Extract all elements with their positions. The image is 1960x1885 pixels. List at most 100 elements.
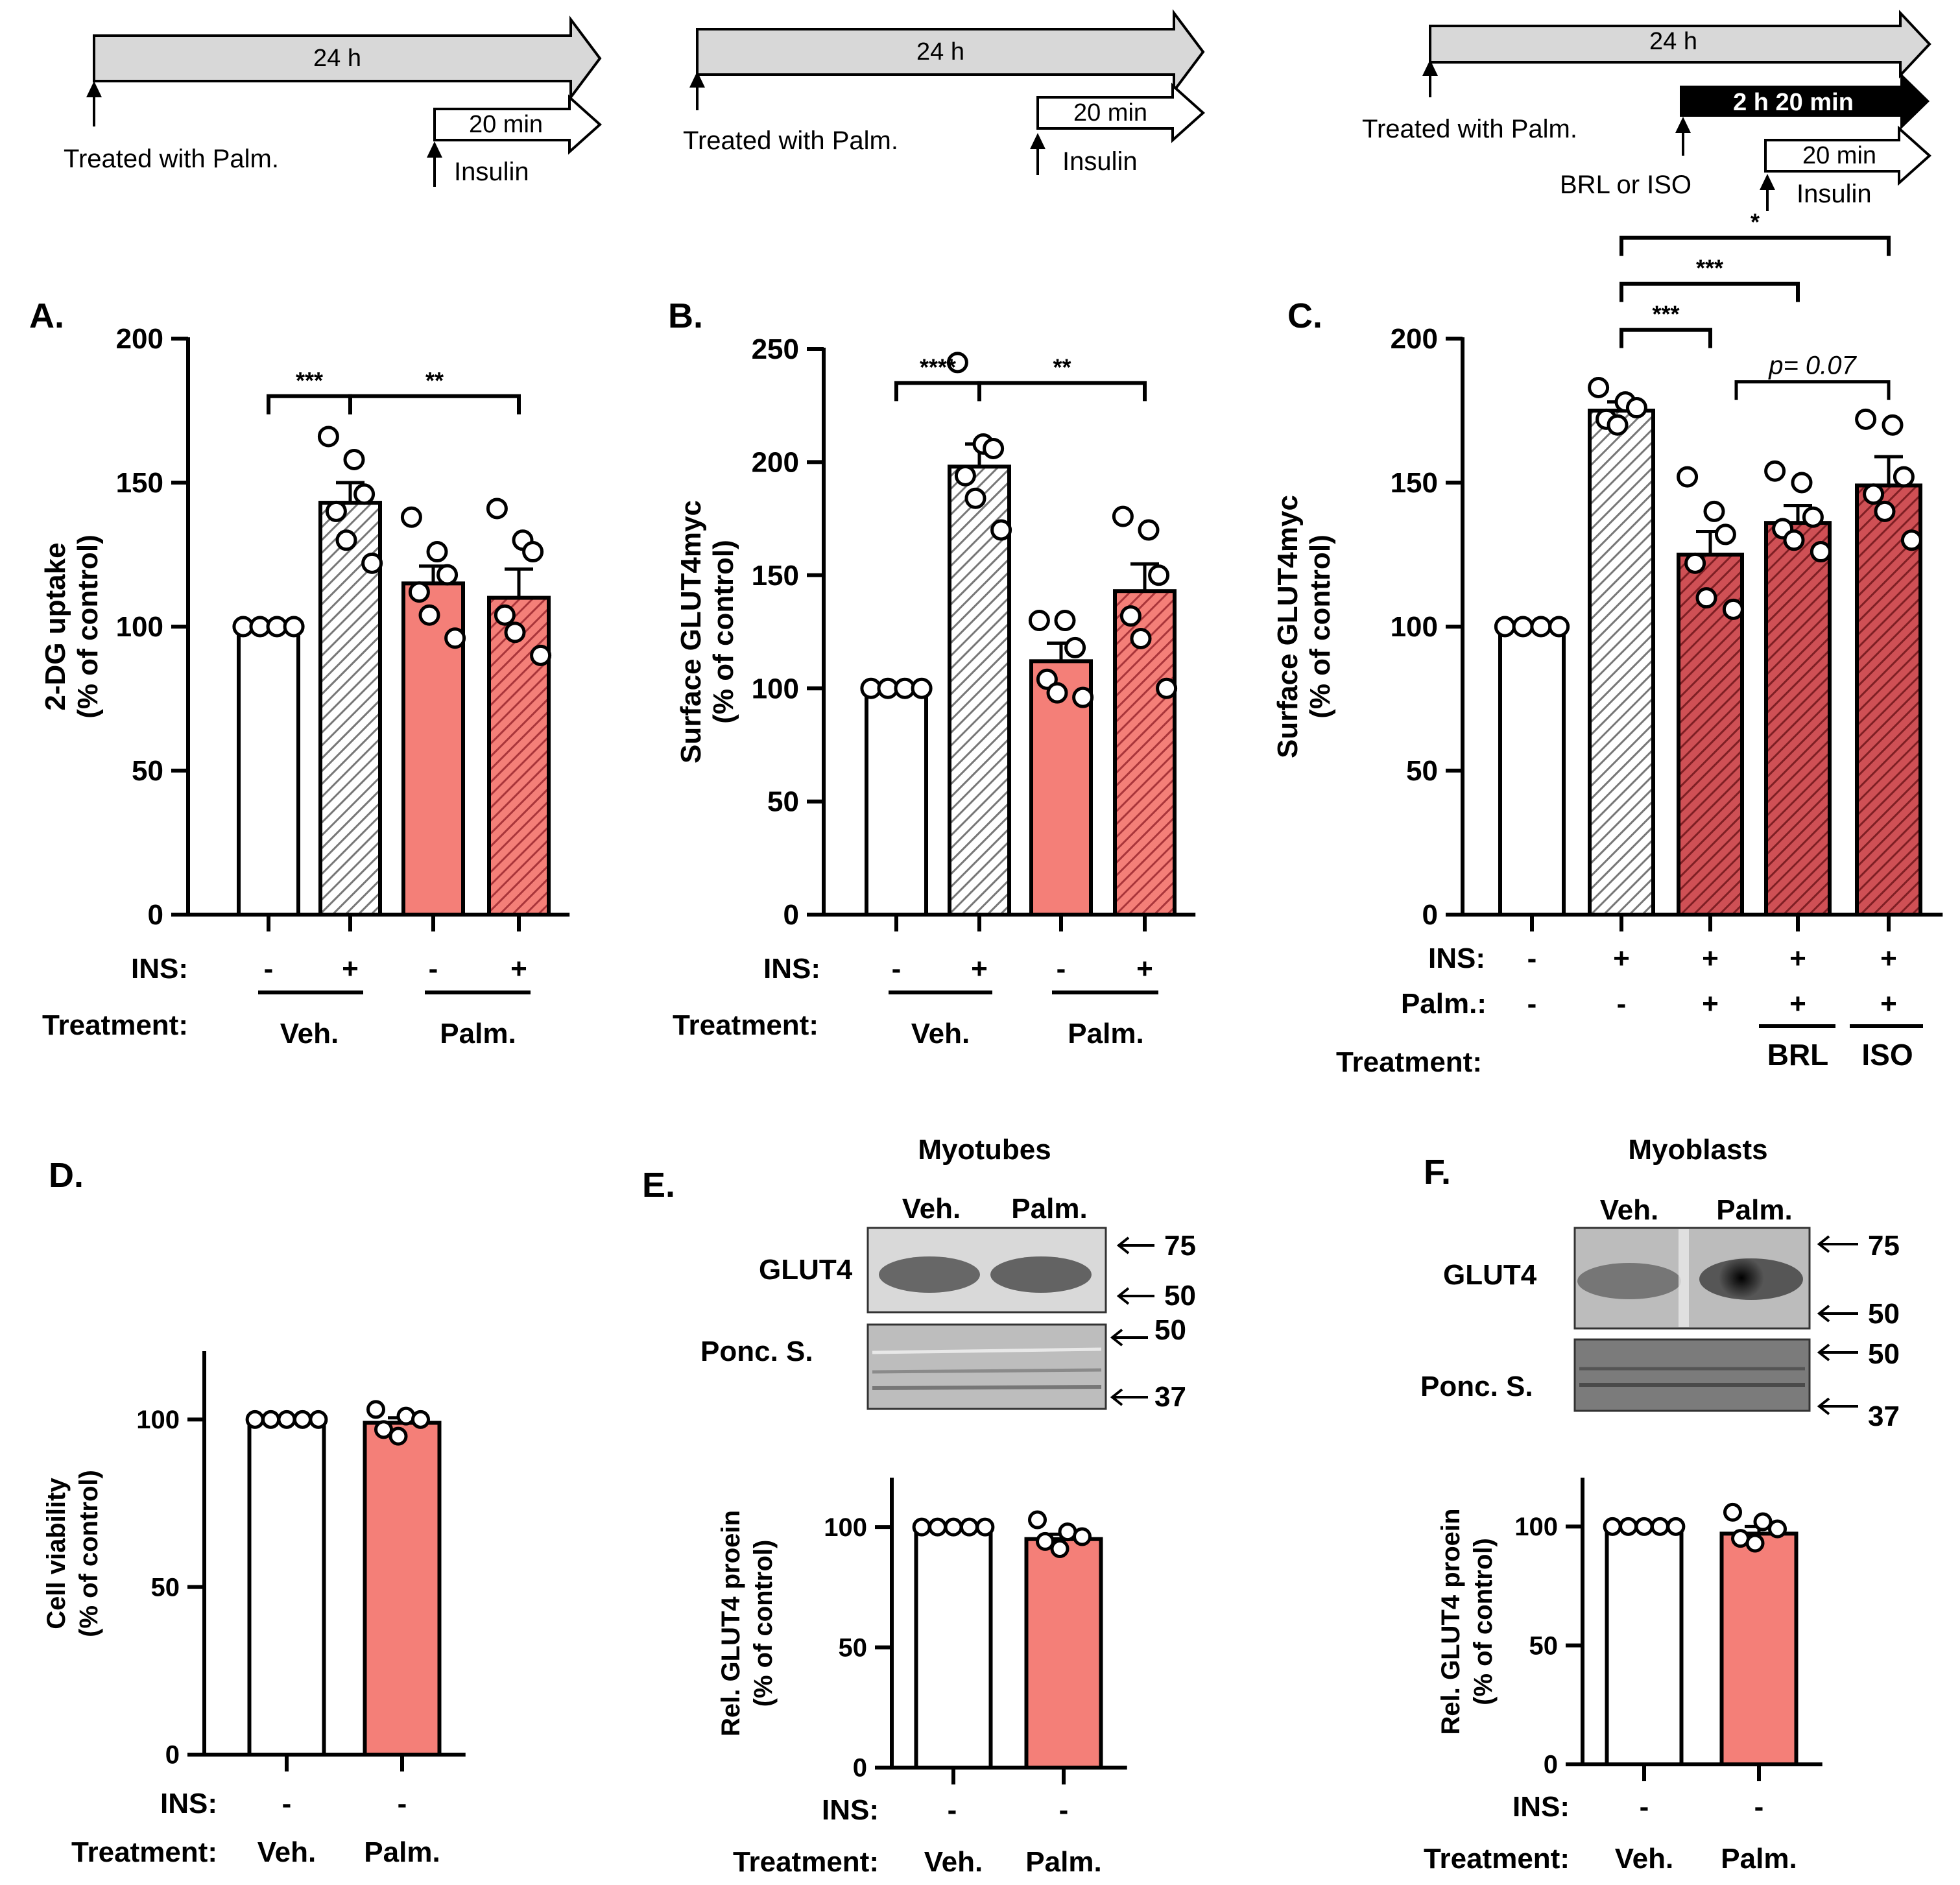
data-point — [374, 1420, 393, 1439]
ins-sign: - — [282, 1788, 292, 1819]
bar — [1498, 625, 1566, 917]
ins-sign: - — [1527, 942, 1537, 974]
data-point — [1028, 610, 1050, 632]
treatment-row-label: Treatment: — [673, 1009, 819, 1041]
data-point — [1036, 1531, 1055, 1551]
data-point — [1530, 616, 1552, 638]
significance-bracket — [267, 394, 352, 414]
ins-sign: - — [1640, 1791, 1649, 1823]
x-labels-c: INS: - + + + + Palm.: - - + + + Treatmen… — [1336, 942, 1923, 1078]
data-point — [990, 519, 1012, 541]
data-point — [1753, 1512, 1773, 1531]
data-point — [1677, 466, 1699, 488]
chart-f: F. 0 50 100 Rel. GLUT4 proein (% of control) — [1424, 1153, 1823, 1781]
data-point — [426, 541, 448, 563]
data-point — [411, 1410, 430, 1429]
ins-sign: - — [1754, 1791, 1764, 1823]
data-point — [325, 500, 347, 522]
y-tick-label: 150 — [752, 560, 799, 592]
timeline-a: 24 h 20 min Treated with Palm. Insulin — [64, 16, 603, 187]
data-point — [1073, 1527, 1092, 1546]
data-point — [1619, 1517, 1638, 1536]
ins-sign: - — [429, 953, 438, 985]
data-point — [1745, 1533, 1765, 1553]
chart-e: E. 0 50 100 Rel. GLUT4 proein (% of control) — [642, 1166, 1127, 1784]
treatment-row-label: Treatment: — [1424, 1843, 1570, 1875]
timeline-24h-arrow — [1429, 9, 1931, 79]
ponceau-blot — [866, 1323, 1107, 1410]
data-point — [261, 1410, 281, 1429]
data-point — [1130, 627, 1152, 649]
data-point — [522, 541, 544, 563]
data-point — [1893, 466, 1915, 488]
palm-sign: - — [1617, 988, 1627, 1020]
significance-label: * — [1751, 209, 1760, 235]
bar — [1605, 1524, 1684, 1766]
mw-marker: 37 — [1154, 1381, 1186, 1413]
data-point — [1900, 529, 1922, 551]
y-axis-label: 2-DG uptake — [40, 542, 71, 710]
timeline-24h-label: 24 h — [916, 38, 964, 66]
y-tick-label: 100 — [1391, 611, 1438, 643]
y-axis-label: (% of control) — [1469, 1538, 1498, 1705]
data-point — [975, 1517, 995, 1537]
ins-row-label: INS: — [1512, 1791, 1570, 1823]
timeline-drug-label: BRL or ISO — [1560, 171, 1691, 199]
bar — [247, 1417, 326, 1757]
data-point — [1855, 408, 1877, 430]
bar — [237, 625, 300, 917]
data-point — [1874, 500, 1896, 522]
chart-c: C. 0 50 100 150 200 Surface GLUT4myc (% of cont… — [1272, 209, 1943, 931]
data-point — [944, 1517, 963, 1537]
group-iso: ISO — [1861, 1038, 1913, 1072]
data-point — [1684, 552, 1706, 574]
treat-arrow-icon — [86, 81, 102, 97]
palm-sign: + — [1702, 988, 1719, 1020]
treatment-row-label: Treatment: — [71, 1836, 217, 1868]
x-labels-d: INS: - - Treatment: Veh. Palm. — [71, 1788, 440, 1868]
data-point — [418, 604, 440, 626]
data-point — [1548, 616, 1570, 638]
mw-marker: 37 — [1868, 1400, 1900, 1432]
y-axis-label: Rel. GLUT4 proein — [1437, 1509, 1465, 1735]
data-point — [911, 677, 933, 699]
timeline-insulin-label: Insulin — [454, 158, 529, 186]
data-point — [1119, 605, 1141, 627]
chart-a: A. 0 50 100 150 200 2-DG uptake (% of control) *… — [29, 296, 570, 931]
timeline-treat-label: Treated with Palm. — [683, 126, 898, 155]
y-tick-label: 100 — [116, 611, 163, 643]
data-point — [1810, 541, 1832, 563]
data-point — [912, 1517, 931, 1537]
mw-marker: 75 — [1164, 1230, 1196, 1262]
palm-sign: + — [1789, 988, 1806, 1020]
x-labels-b: INS: - + - + Treatment: Veh. Palm. — [673, 953, 1158, 1050]
bar — [1588, 409, 1655, 917]
y-axis-label: Surface GLUT4myc — [1272, 495, 1304, 758]
mw-marker: 50 — [1868, 1298, 1900, 1330]
data-point — [1494, 616, 1516, 638]
mw-arrow-icons — [1110, 1236, 1154, 1406]
data-point — [245, 1410, 265, 1429]
timeline-24h-label: 24 h — [1649, 28, 1697, 55]
data-point — [1723, 1502, 1742, 1522]
timeline-24h-label: 24 h — [313, 45, 361, 72]
data-point — [1625, 397, 1647, 419]
timeline-insulin-arrow — [433, 94, 603, 155]
y-axis-label: Surface GLUT4myc — [675, 500, 707, 763]
ins-sign: - — [264, 953, 274, 985]
y-tick-label: 0 — [1544, 1751, 1558, 1779]
mw-marker: 50 — [1164, 1280, 1196, 1312]
timeline-insulin-time: 20 min — [1802, 142, 1876, 169]
y-axis-label: (% of control) — [72, 534, 104, 719]
blot-title: Myotubes — [918, 1134, 1051, 1166]
timeline-b: 24 h 20 min Treated with Palm. Insulin — [683, 9, 1206, 176]
blot-band — [1577, 1263, 1681, 1299]
ins-row-label: INS: — [160, 1788, 217, 1819]
y-tick-label: 0 — [783, 899, 799, 931]
data-point — [1791, 472, 1813, 494]
y-tick-label: 50 — [767, 786, 799, 818]
data-point — [1112, 505, 1134, 527]
group-veh: Veh. — [1615, 1843, 1674, 1875]
data-point — [283, 616, 305, 638]
palm-sign: - — [1527, 988, 1537, 1020]
